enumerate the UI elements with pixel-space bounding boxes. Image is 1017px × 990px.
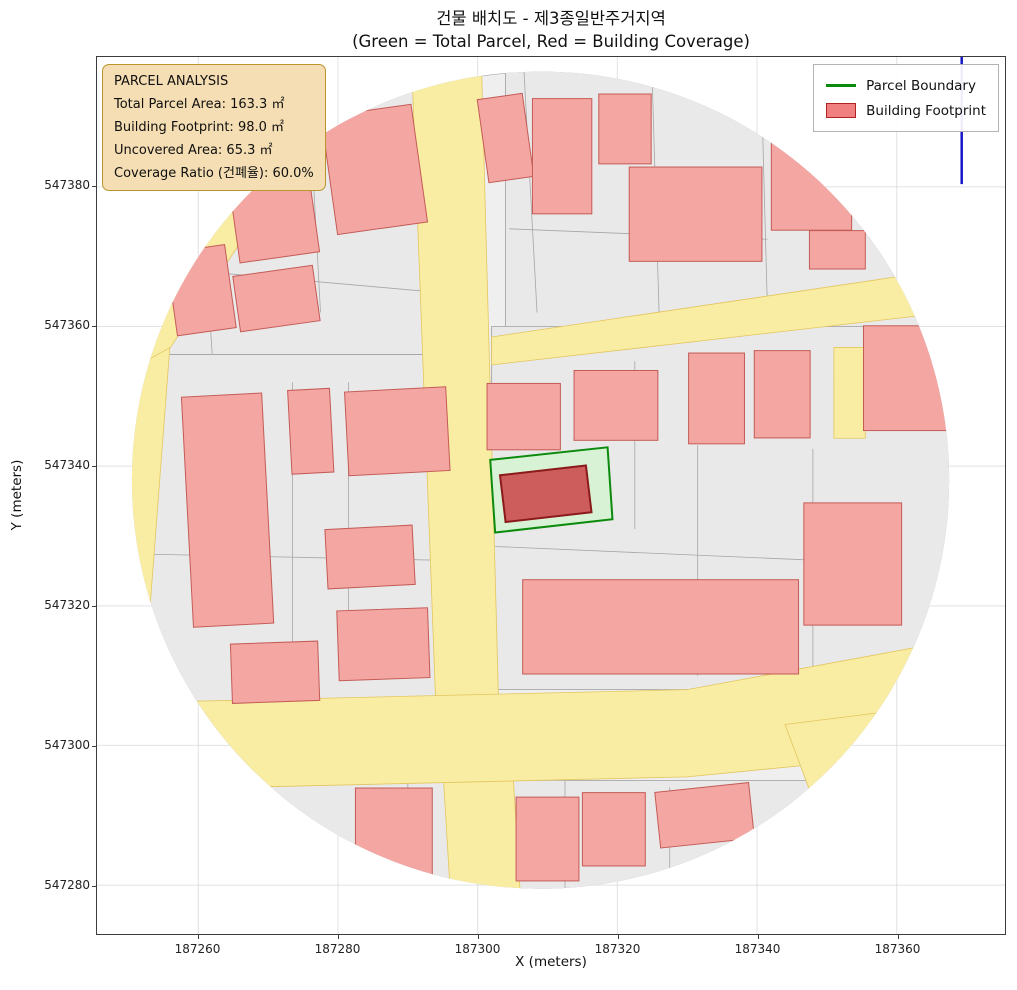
x-tick-mark xyxy=(897,935,899,939)
x-tick-mark xyxy=(477,935,479,939)
road-east-west-main xyxy=(131,629,950,792)
building xyxy=(287,387,335,475)
building xyxy=(515,796,580,882)
building xyxy=(803,502,903,626)
building xyxy=(320,103,429,236)
annotation-line-total-area: Total Parcel Area: 163.3 ㎡ xyxy=(114,97,285,112)
y-tick-label: 547360 xyxy=(44,318,90,333)
building xyxy=(229,640,321,704)
y-tick-label: 547300 xyxy=(44,738,90,753)
legend-entry-parcel-boundary: Parcel Boundary xyxy=(826,73,986,98)
chart-title-line2: (Green = Total Parcel, Red = Building Co… xyxy=(352,32,750,51)
building xyxy=(354,787,433,887)
plot-area: PARCEL ANALYSIS Total Parcel Area: 163.3… xyxy=(96,56,1006,935)
chart-title: 건물 배치도 - 제3종일반주거지역 (Green = Total Parcel… xyxy=(96,7,1006,53)
building xyxy=(688,352,745,445)
building xyxy=(324,524,416,590)
building xyxy=(598,93,652,165)
y-tick-label: 547280 xyxy=(44,878,90,892)
subject-building-footprint xyxy=(498,464,593,524)
legend: Parcel Boundary Building Footprint xyxy=(813,64,999,132)
x-tick-label: 187360 xyxy=(874,942,921,956)
x-tick-mark xyxy=(757,935,759,939)
building xyxy=(486,382,561,451)
building xyxy=(581,792,646,867)
y-tick-mark xyxy=(92,606,96,608)
x-axis-label: X (meters) xyxy=(515,954,587,970)
building-footprint-swatch xyxy=(826,103,857,118)
x-tick-mark xyxy=(197,935,199,939)
map-clip-group xyxy=(131,71,950,889)
x-tick-mark xyxy=(617,935,619,939)
y-tick-mark xyxy=(92,326,96,328)
map-canvas xyxy=(97,57,1005,934)
annotation-line-title: PARCEL ANALYSIS xyxy=(114,74,229,89)
x-tick-mark xyxy=(337,935,339,939)
y-tick-mark xyxy=(92,746,96,748)
y-tick-mark xyxy=(92,186,96,188)
road-upper-east xyxy=(491,259,950,366)
building xyxy=(165,243,237,337)
chart-title-line1: 건물 배치도 - 제3종일반주거지역 xyxy=(436,9,666,28)
legend-label-parcel-boundary: Parcel Boundary xyxy=(866,77,976,94)
building xyxy=(770,138,853,231)
building xyxy=(753,350,811,439)
building xyxy=(573,369,659,441)
y-tick-mark xyxy=(92,466,96,468)
building xyxy=(808,230,866,270)
annotation-line-footprint: Building Footprint: 98.0 ㎡ xyxy=(114,120,285,135)
x-tick-label: 187320 xyxy=(594,942,641,956)
building xyxy=(628,166,763,262)
x-tick-label: 187300 xyxy=(454,942,501,956)
annotation-line-coverage: Coverage Ratio (건폐율): 60.0% xyxy=(114,166,314,181)
parcel-boundary-swatch xyxy=(826,84,857,87)
y-tick-label: 547320 xyxy=(44,598,90,613)
building xyxy=(863,325,950,432)
road-spur-vertical xyxy=(833,347,866,439)
x-tick-label: 187280 xyxy=(314,942,361,956)
building xyxy=(476,92,535,184)
building xyxy=(180,392,275,628)
x-tick-label: 187260 xyxy=(174,942,221,956)
road-southeast-edge xyxy=(784,696,950,872)
y-tick-label: 547340 xyxy=(44,458,90,473)
building xyxy=(654,782,755,849)
x-tick-label: 187340 xyxy=(734,942,781,956)
road-south-spur xyxy=(442,765,524,889)
y-tick-label: 547380 xyxy=(44,178,90,193)
annotation-line-uncovered: Uncovered Area: 65.3 ㎡ xyxy=(114,143,273,158)
y-axis-label: Y (meters) xyxy=(9,459,25,531)
building xyxy=(344,386,451,477)
parcel-boundary-line xyxy=(522,71,538,313)
legend-label-building-footprint: Building Footprint xyxy=(866,102,986,119)
building xyxy=(531,98,593,215)
building xyxy=(522,579,800,675)
building xyxy=(232,264,321,333)
parcel-analysis-box: PARCEL ANALYSIS Total Parcel Area: 163.3… xyxy=(102,64,326,191)
y-tick-mark xyxy=(92,886,96,887)
parcel-boundary-line xyxy=(495,546,820,561)
legend-entry-building-footprint: Building Footprint xyxy=(826,98,986,123)
building xyxy=(336,607,431,682)
